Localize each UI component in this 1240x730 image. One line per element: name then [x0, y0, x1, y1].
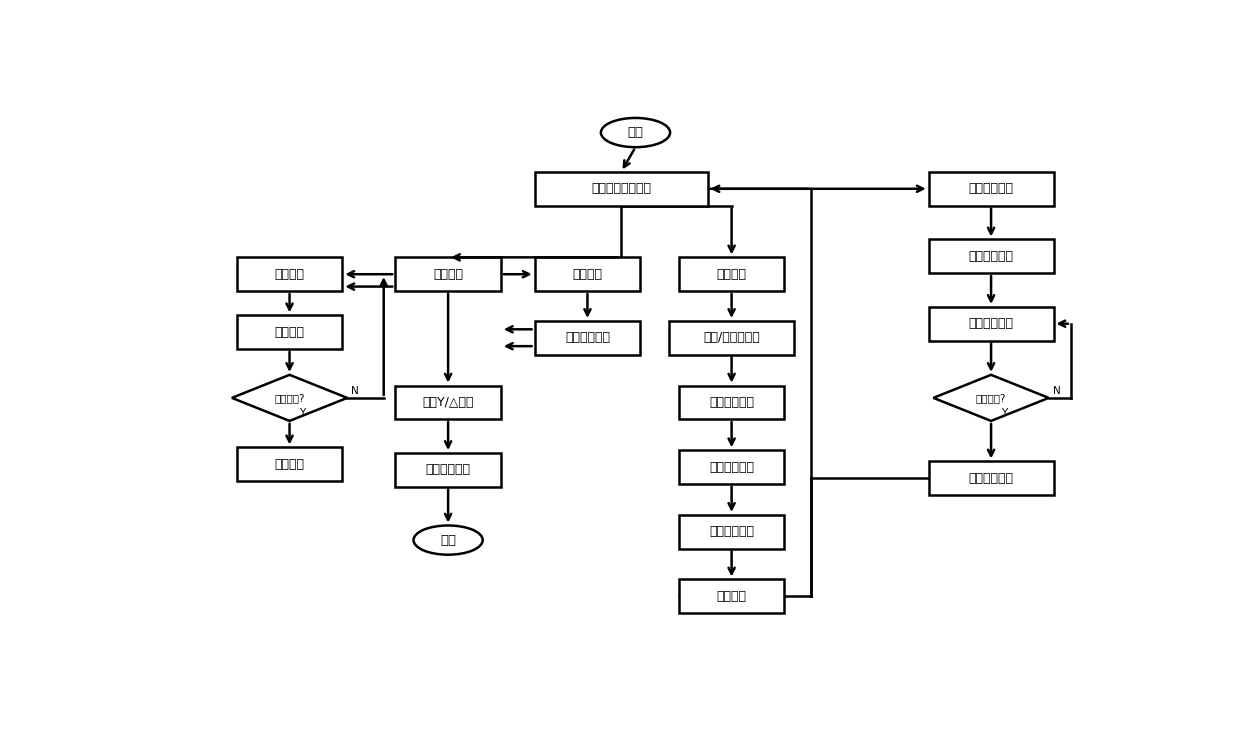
Text: 进刀速度选择: 进刀速度选择	[709, 461, 754, 474]
FancyBboxPatch shape	[678, 580, 785, 613]
Text: 横梁机构运动: 横梁机构运动	[968, 317, 1013, 330]
Text: 立车加工运行: 立车加工运行	[425, 464, 471, 477]
FancyBboxPatch shape	[678, 258, 785, 291]
FancyBboxPatch shape	[670, 321, 794, 355]
FancyBboxPatch shape	[396, 453, 501, 487]
FancyBboxPatch shape	[237, 315, 342, 349]
FancyBboxPatch shape	[396, 258, 501, 291]
Text: 主轴控制: 主轴控制	[433, 268, 463, 281]
FancyBboxPatch shape	[396, 385, 501, 419]
FancyBboxPatch shape	[678, 385, 785, 419]
Text: 垂直/侧刀架选择: 垂直/侧刀架选择	[703, 331, 760, 345]
Text: 进刀方向选择: 进刀方向选择	[709, 525, 754, 538]
Ellipse shape	[413, 526, 482, 555]
FancyBboxPatch shape	[929, 307, 1054, 340]
Text: 开始: 开始	[627, 126, 644, 139]
Text: 进刀运行: 进刀运行	[717, 590, 746, 603]
FancyBboxPatch shape	[534, 258, 640, 291]
Text: 主轴点动调整: 主轴点动调整	[565, 331, 610, 345]
Text: 主轴变速: 主轴变速	[274, 268, 305, 281]
FancyBboxPatch shape	[678, 515, 785, 548]
Text: 主轴Y/△起动: 主轴Y/△起动	[423, 396, 474, 409]
Text: N: N	[1053, 385, 1060, 396]
Text: 结束: 结束	[440, 534, 456, 547]
Text: 变速成功?: 变速成功?	[274, 393, 305, 403]
Polygon shape	[232, 374, 347, 421]
FancyBboxPatch shape	[534, 172, 708, 206]
Text: N: N	[351, 385, 358, 396]
Text: 变速指示: 变速指示	[274, 458, 305, 471]
Text: 主轴制动: 主轴制动	[573, 268, 603, 281]
Ellipse shape	[601, 118, 670, 147]
Text: Y: Y	[299, 408, 305, 418]
Text: 快速进刀调整: 快速进刀调整	[709, 396, 754, 409]
FancyBboxPatch shape	[678, 450, 785, 484]
Text: 电路工作准备状态: 电路工作准备状态	[591, 182, 651, 196]
Text: 横梁夹紧运动: 横梁夹紧运动	[968, 472, 1013, 485]
Polygon shape	[934, 374, 1049, 421]
Text: 到位了吗?: 到位了吗?	[976, 393, 1007, 403]
Text: Y: Y	[1001, 408, 1007, 418]
Text: 横梁上下运动: 横梁上下运动	[968, 182, 1013, 196]
FancyBboxPatch shape	[929, 239, 1054, 273]
FancyBboxPatch shape	[929, 172, 1054, 206]
FancyBboxPatch shape	[237, 447, 342, 481]
FancyBboxPatch shape	[237, 258, 342, 291]
Text: 横梁放松运动: 横梁放松运动	[968, 250, 1013, 263]
FancyBboxPatch shape	[534, 321, 640, 355]
Text: 变速指示: 变速指示	[274, 326, 305, 339]
FancyBboxPatch shape	[929, 461, 1054, 495]
Text: 刀架控制: 刀架控制	[717, 268, 746, 281]
